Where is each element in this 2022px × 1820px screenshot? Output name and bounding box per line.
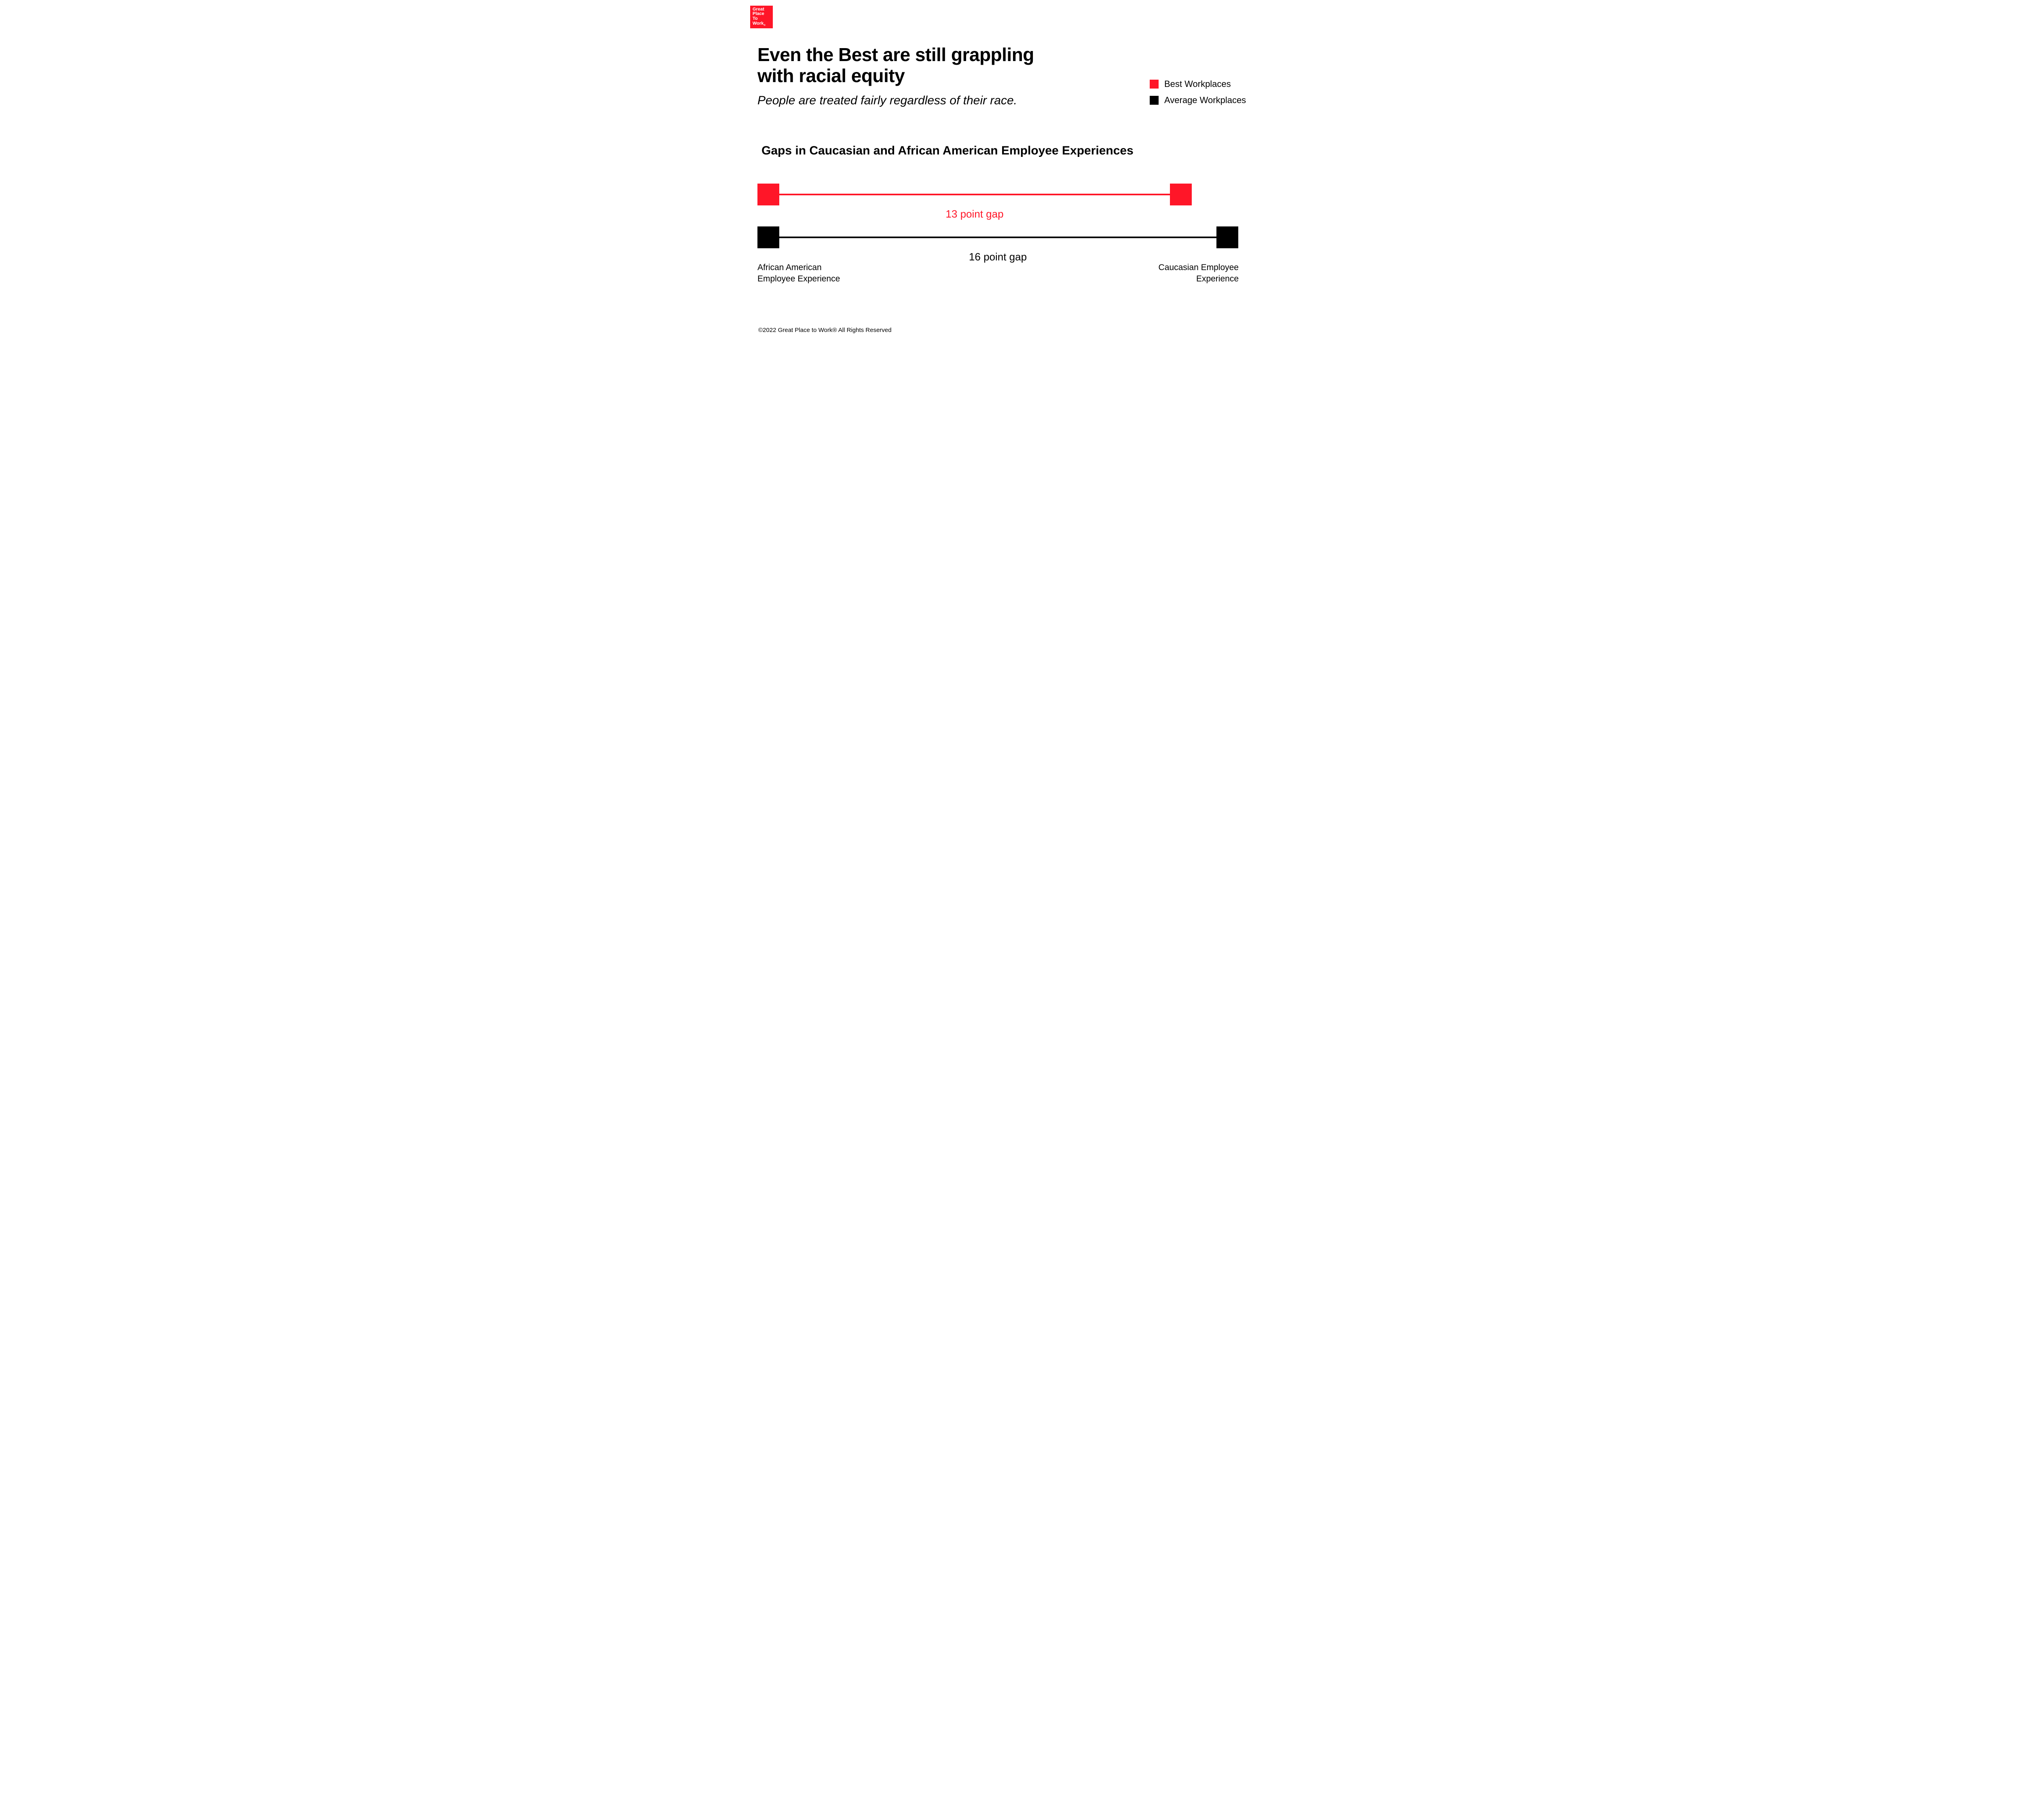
axis-label-right: Caucasian Employee Experience (1159, 262, 1239, 285)
gap-label-best: 13 point gap (757, 208, 1192, 220)
title-line1: Even the Best are still grappling (757, 44, 1034, 65)
endpoint-right-average (1216, 226, 1238, 248)
page-root: Great Place To Work® Even the Best are s… (710, 0, 1312, 356)
endpoint-right-best (1170, 184, 1192, 205)
gap-label-average: 16 point gap (757, 251, 1238, 263)
legend-label-average: Average Workplaces (1164, 95, 1246, 106)
brand-logo: Great Place To Work® (750, 6, 773, 28)
legend-label-best: Best Workplaces (1164, 79, 1231, 89)
logo-line: Work® (753, 21, 771, 27)
legend-item-best: Best Workplaces (1150, 79, 1246, 89)
chart-title: Gaps in Caucasian and African American E… (761, 144, 1134, 158)
connector-best (779, 194, 1170, 195)
footer-copyright: ©2022 Great Place to Work® All Rights Re… (758, 327, 891, 334)
legend-swatch-average (1150, 96, 1159, 105)
connector-average (779, 237, 1216, 238)
chart-area: 13 point gap 16 point gap African Americ… (757, 178, 1237, 283)
legend: Best Workplaces Average Workplaces (1150, 79, 1246, 111)
endpoint-left-average (757, 226, 779, 248)
title-line2: with racial equity (757, 65, 905, 86)
legend-item-average: Average Workplaces (1150, 95, 1246, 106)
legend-swatch-best (1150, 80, 1159, 89)
page-subtitle: People are treated fairly regardless of … (757, 94, 1017, 108)
page-title: Even the Best are still grappling with r… (757, 44, 1034, 86)
endpoint-left-best (757, 184, 779, 205)
axis-label-left: African American Employee Experience (757, 262, 840, 285)
